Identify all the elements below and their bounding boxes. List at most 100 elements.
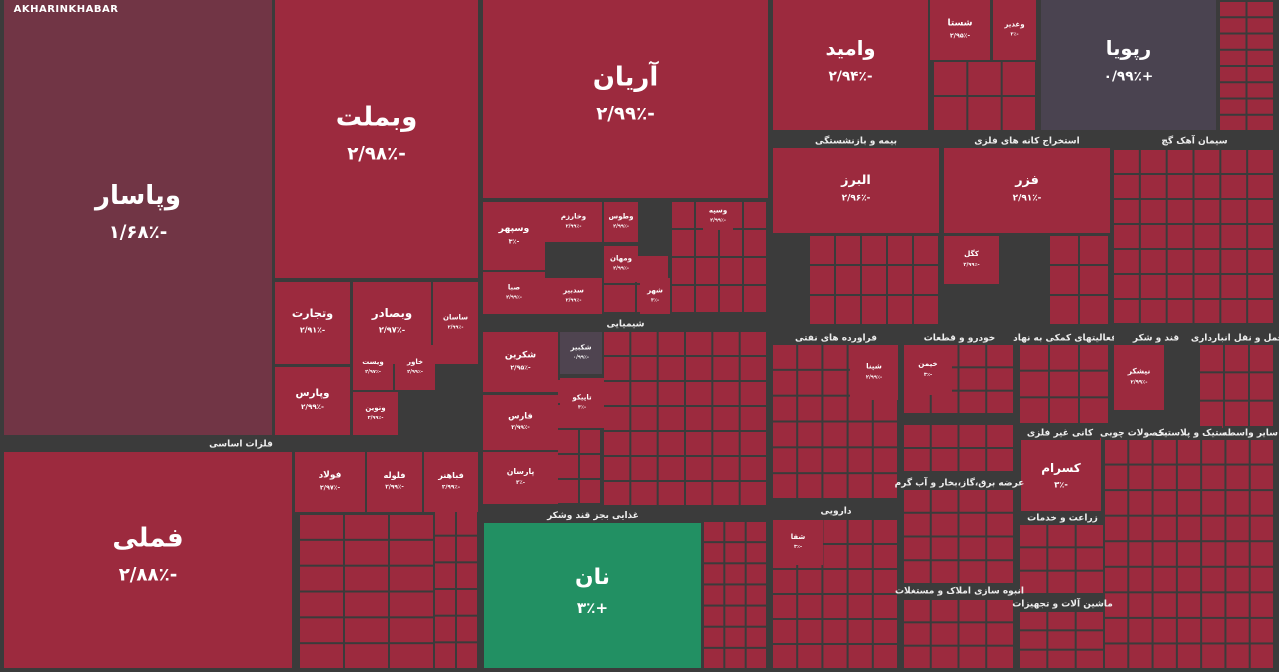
small-tile — [604, 285, 635, 312]
small-tile — [1226, 465, 1249, 490]
small-tile — [888, 236, 912, 264]
small-tile — [810, 266, 834, 294]
tile — [703, 202, 733, 230]
small-tile — [686, 332, 712, 355]
small-tile — [798, 474, 822, 498]
small-tile — [968, 62, 1001, 95]
small-tile — [1153, 618, 1176, 643]
small-tile — [1114, 250, 1139, 273]
tile — [1041, 0, 1216, 130]
small-tile — [1105, 516, 1128, 541]
small-tile — [672, 258, 694, 284]
small-tile — [987, 646, 1013, 668]
tile — [1114, 345, 1164, 410]
tile — [640, 278, 670, 314]
small-tile — [931, 561, 958, 583]
small-tile — [725, 627, 745, 647]
small-tile — [1080, 236, 1108, 264]
tile-name: وتجارت — [292, 307, 333, 320]
small-tile — [823, 448, 847, 473]
small-tile — [580, 455, 600, 478]
sector-header — [944, 134, 1110, 148]
sector-header — [1114, 331, 1198, 345]
small-tile — [987, 490, 1013, 512]
small-tile — [435, 590, 455, 615]
small-tile — [1202, 593, 1225, 617]
small-tile — [1225, 401, 1248, 428]
small-tile — [746, 543, 766, 563]
small-tile — [873, 474, 897, 498]
tile — [484, 523, 701, 668]
tile-change: -۲/۹۹٪ — [511, 425, 530, 431]
small-tile — [823, 620, 847, 643]
small-tile — [1177, 516, 1201, 541]
sector-title: فعالیتهای کمکی به نهاد — [1013, 334, 1117, 344]
tile-name: ساسان — [443, 313, 468, 321]
small-tile — [720, 258, 742, 284]
small-tile — [1250, 644, 1273, 668]
small-tile — [744, 230, 766, 256]
tile — [483, 0, 768, 198]
sector-header — [483, 509, 703, 522]
small-tile — [1129, 440, 1152, 464]
tile-name: فلوله — [383, 470, 405, 481]
small-tile — [746, 648, 766, 668]
sector-title: استخراج کانه های فلزی — [974, 137, 1079, 147]
small-tile — [904, 425, 930, 447]
small-tile — [904, 623, 930, 645]
tile-change: -۲/۹۹٪ — [1131, 380, 1148, 386]
sector-title: زراعت و خدمات — [1027, 514, 1098, 524]
small-tile — [1080, 371, 1108, 397]
small-tile — [914, 266, 938, 294]
sector-header — [904, 476, 1015, 490]
sector-header — [1167, 426, 1222, 440]
tile-name: فباهنر — [437, 470, 464, 480]
small-tile — [773, 422, 797, 447]
small-tile — [810, 236, 834, 264]
small-tile — [1220, 83, 1246, 98]
small-tile — [773, 570, 797, 593]
sector-header — [773, 331, 899, 345]
small-tile — [604, 432, 630, 455]
tile-change: -۳٪ — [1010, 32, 1018, 38]
small-tile — [987, 391, 1013, 413]
tile-change: +۰/۹۹٪ — [1104, 69, 1154, 85]
small-tile — [959, 561, 986, 583]
small-tile — [725, 585, 745, 605]
small-tile — [696, 230, 718, 256]
small-tile — [1247, 67, 1273, 82]
small-tile — [798, 570, 822, 593]
small-tile — [1080, 266, 1108, 294]
small-tile — [1250, 401, 1273, 428]
small-tile — [1050, 296, 1078, 324]
small-tile — [1048, 548, 1075, 570]
small-tile — [1105, 618, 1128, 643]
tile-name: سدبیر — [562, 286, 584, 294]
small-tile — [713, 432, 739, 455]
tile — [930, 0, 990, 60]
tile-change: -۲/۹۵٪ — [510, 364, 531, 371]
small-tile — [672, 286, 694, 312]
tile — [604, 202, 638, 242]
sector-header — [4, 437, 478, 451]
small-tile — [798, 396, 822, 421]
small-tile — [744, 202, 766, 228]
small-tile — [773, 370, 797, 395]
small-tile — [1226, 593, 1249, 617]
small-tile — [823, 595, 847, 618]
small-tile — [1177, 593, 1201, 617]
small-tile — [580, 430, 600, 453]
small-tile — [823, 645, 847, 668]
small-tile — [823, 422, 847, 447]
sector-title: فلزات اساسی — [209, 440, 273, 450]
tile-change: -۳٪ — [651, 298, 659, 304]
tile-name: شکرین — [505, 350, 536, 360]
small-tile — [1221, 250, 1247, 273]
small-tile — [631, 382, 657, 405]
small-tile — [631, 357, 657, 380]
sector-title: محصولات چوبی — [1100, 429, 1170, 439]
small-tile — [686, 357, 712, 380]
tile-change: -۲/۹۹٪ — [613, 224, 629, 230]
small-tile — [1247, 99, 1273, 114]
small-tile — [740, 482, 766, 505]
